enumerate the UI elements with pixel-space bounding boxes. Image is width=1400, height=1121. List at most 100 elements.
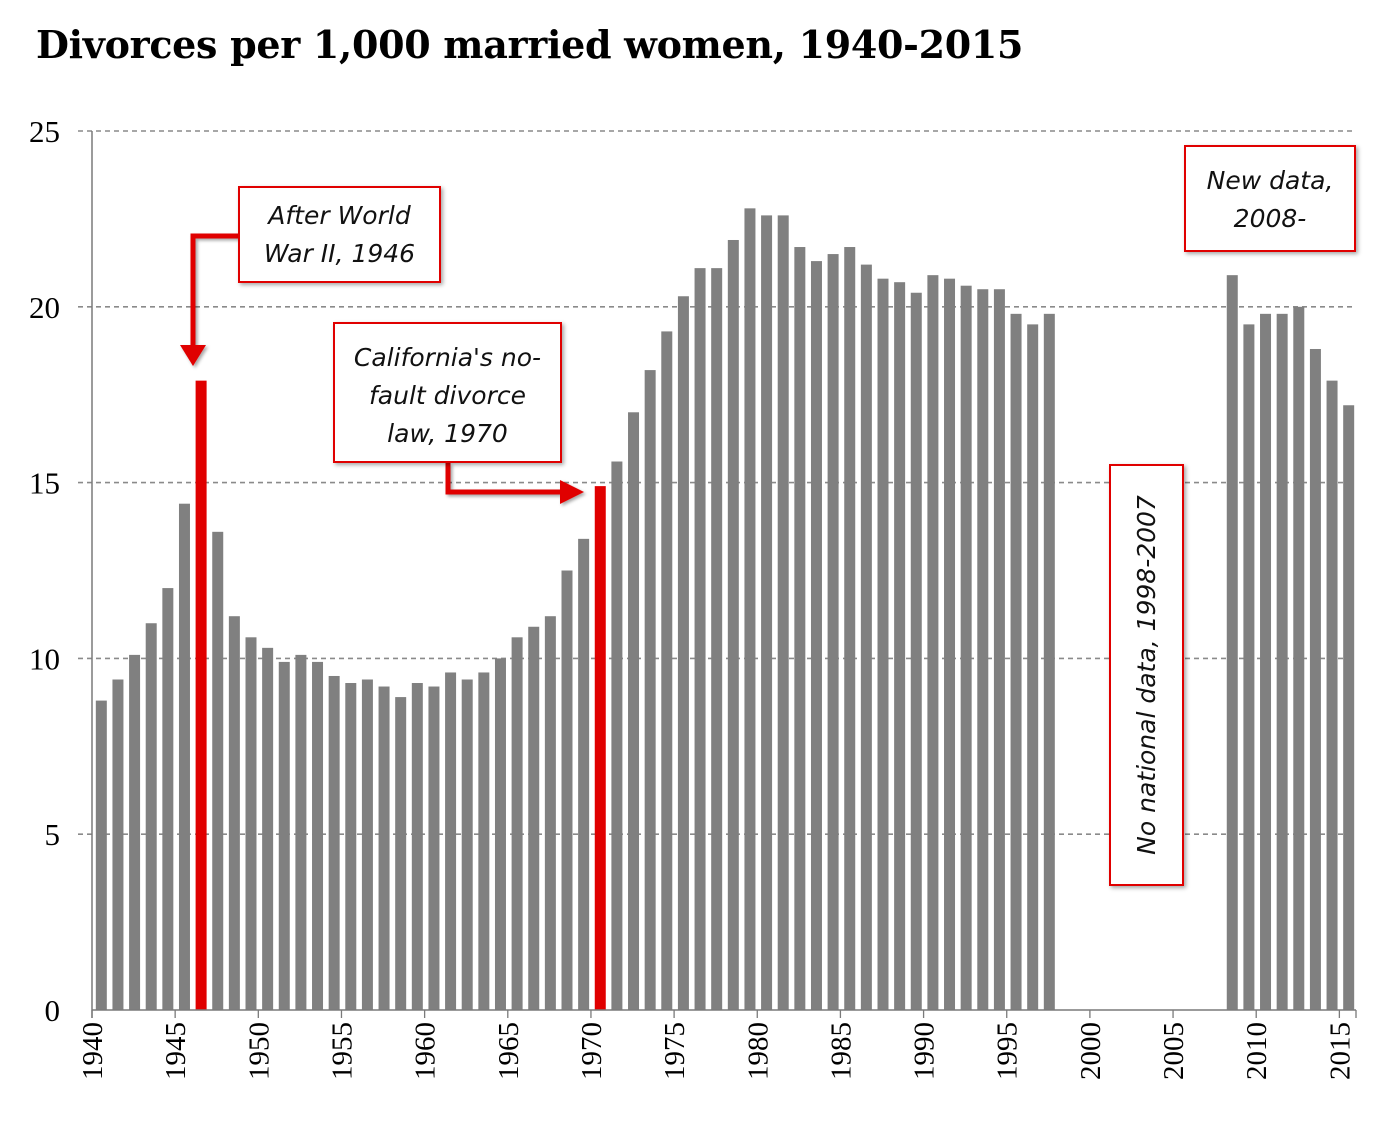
chart-title: Divorces per 1,000 married women, 1940-2… [36,22,1024,67]
bar-1972 [628,412,640,1010]
annotation-arrows [180,233,584,504]
bar-1993 [977,289,989,1011]
bar-1991 [944,278,956,1010]
bar-2014 [1326,380,1338,1010]
bar-1987 [877,278,889,1010]
y-tick-label: 15 [29,466,60,501]
bar-1944 [162,588,174,1010]
bar-1941 [112,679,124,1010]
bar-1956 [361,679,373,1010]
bar-1986 [860,264,872,1010]
bar-1943 [145,623,157,1010]
x-tick-label: 1940 [77,1022,109,1080]
y-tick-label: 20 [29,290,60,325]
bar-1952 [295,654,307,1010]
x-tick-label: 2005 [1158,1022,1190,1080]
annotation-nodata: No national data, 1998-2007 [1109,464,1184,886]
annotation-newdata-line2: 2008- [1233,204,1307,233]
bar-1984 [827,254,839,1010]
bar-1963 [478,672,490,1010]
bar-1983 [810,261,822,1010]
y-tick-label: 0 [45,993,61,1028]
bar-1969 [578,538,590,1010]
arrow-ww2 [190,233,238,350]
bar-1971 [611,461,623,1010]
bar-1957 [378,686,390,1010]
x-tick-label: 1945 [160,1022,192,1080]
annotation-ww2-line1: After World [268,201,411,230]
annotation-nofault-line2: fault divorce [369,381,526,410]
y-tick-label: 10 [29,641,60,676]
bar-1979 [744,208,756,1011]
x-tick-label: 1990 [909,1022,941,1080]
bar-1955 [345,683,357,1010]
bar-1974 [661,331,673,1010]
annotation-newdata-line1: New data, [1206,166,1334,195]
bars [95,208,1355,1011]
annotation-ww2: After World War II, 1946 [238,186,441,283]
bar-1953 [312,661,324,1010]
bar-1973 [644,370,656,1010]
bar-2012 [1293,306,1305,1010]
axes: 0 5 10 15 20 25 1940 1945 1950 1955 1960 1965 1970 19… [29,114,1357,1080]
bar-2010 [1260,313,1272,1010]
bar-1988 [894,282,906,1010]
bar-1951 [278,661,290,1010]
annotation-nofault-line3: law, 1970 [387,419,508,448]
x-tick-label: 2015 [1324,1022,1356,1080]
arrow-nofault [445,463,565,495]
arrow-ww2-head [180,345,206,366]
x-tick-label: 2000 [1075,1022,1107,1080]
bar-2015 [1343,405,1355,1010]
bar-1977 [711,268,723,1010]
bar-1966 [528,626,540,1010]
bar-1968 [561,570,573,1010]
bar-1959 [411,683,423,1010]
y-tick-label: 5 [45,817,61,852]
bar-1976 [694,268,706,1010]
bar-1954 [328,675,340,1010]
x-tick-label: 1965 [493,1022,525,1080]
bar-1964 [494,658,506,1010]
bar-1948 [228,616,240,1010]
bar-1940 [95,700,107,1010]
bar-1960 [428,686,440,1010]
bar-1985 [844,247,856,1010]
bar-2013 [1309,348,1321,1010]
bar-1989 [910,292,922,1011]
bar-1994 [993,289,1005,1011]
x-tick-label: 1960 [410,1022,442,1080]
bar-1965 [511,637,523,1010]
bar-2011 [1276,313,1288,1010]
annotation-ww2-line2: War II, 1946 [263,239,416,268]
bar-1947 [212,531,224,1010]
bar-1967 [544,616,556,1010]
bar-2008 [1226,275,1238,1010]
x-tick-label: 1970 [576,1022,608,1080]
bar-1975 [677,296,689,1010]
annotation-nofault: California's no- fault divorce law, 1970 [333,322,562,463]
bar-1962 [461,679,473,1010]
bar-1942 [129,654,141,1010]
bar-1980 [761,215,773,1010]
bar-1992 [960,285,972,1011]
bar-1978 [727,239,739,1011]
bar-1946 [195,380,207,1010]
bar-1949 [245,637,257,1010]
x-tick-label: 1950 [243,1022,275,1080]
x-tick-label: 1985 [825,1022,857,1080]
x-tick-label: 1995 [992,1022,1024,1080]
annotation-newdata: New data, 2008- [1184,145,1356,252]
x-tick-label: 1975 [659,1022,691,1080]
annotation-nofault-line1: California's no- [353,343,542,372]
bar-1958 [395,697,407,1010]
bar-1950 [262,647,274,1010]
bar-1996 [1027,324,1039,1010]
bar-1995 [1010,313,1022,1010]
bar-1961 [445,672,457,1010]
bar-1981 [777,215,789,1010]
y-tick-label: 25 [29,114,60,149]
bar-1945 [178,503,190,1010]
bar-1990 [927,275,939,1010]
